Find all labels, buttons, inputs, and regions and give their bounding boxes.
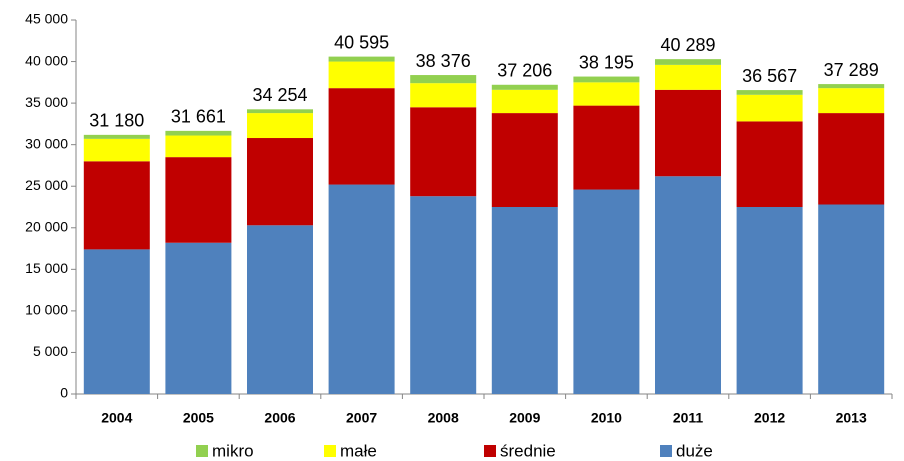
bar-segment — [328, 56, 395, 62]
bar-segment — [83, 134, 150, 139]
bar-segment — [655, 64, 721, 90]
y-tick-label: 10 000 — [25, 302, 68, 318]
bar-segment — [736, 90, 803, 95]
bar-segment — [655, 89, 721, 177]
total-label: 34 254 — [252, 85, 307, 105]
bar-segment — [328, 61, 395, 89]
total-label: 38 195 — [579, 52, 634, 72]
bar-segment — [491, 207, 558, 394]
y-tick-label: 40 000 — [25, 52, 68, 68]
bar-segment — [83, 249, 150, 394]
x-tick-label: 2009 — [509, 410, 540, 426]
total-label: 37 206 — [497, 61, 552, 81]
x-tick-label: 2013 — [836, 410, 867, 426]
total-label: 40 595 — [334, 32, 389, 52]
bar-segment — [818, 204, 885, 394]
bar-segment — [247, 109, 313, 114]
total-label: 36 567 — [742, 66, 797, 86]
bar-segment — [165, 135, 232, 158]
bar-segment — [736, 94, 803, 122]
y-tick-label: 30 000 — [25, 135, 68, 151]
legend-label: średnie — [500, 441, 556, 460]
bar-segment — [247, 113, 313, 139]
x-tick-label: 2011 — [673, 410, 704, 426]
legend-label: małe — [340, 441, 377, 460]
bar-segment — [83, 138, 150, 162]
x-tick-label: 2008 — [428, 410, 459, 426]
bar-segment — [736, 207, 803, 394]
x-tick-label: 2007 — [346, 410, 377, 426]
total-label: 31 661 — [171, 107, 226, 127]
bar-segment — [573, 105, 640, 190]
y-tick-label: 0 — [60, 385, 68, 401]
legend-label: duże — [676, 441, 713, 460]
bar-segment — [410, 107, 477, 197]
bar-segment — [491, 84, 558, 90]
bar-segment — [818, 84, 885, 89]
y-tick-label: 20 000 — [25, 218, 68, 234]
total-label: 40 289 — [660, 35, 715, 55]
bar-segment — [573, 189, 640, 394]
total-label: 38 376 — [416, 51, 471, 71]
x-tick-label: 2004 — [101, 410, 132, 426]
y-tick-label: 45 000 — [25, 11, 68, 27]
bar-segment — [573, 76, 640, 83]
bar-segment — [328, 184, 395, 394]
bar-segment — [491, 113, 558, 207]
total-label: 31 180 — [89, 111, 144, 131]
y-tick-label: 35 000 — [25, 94, 68, 110]
bar-segment — [818, 88, 885, 114]
bar-segment — [247, 138, 313, 226]
x-tick-label: 2010 — [591, 410, 622, 426]
bar-segment — [573, 82, 640, 106]
bar-segment — [491, 89, 558, 114]
y-tick-label: 5 000 — [33, 343, 68, 359]
bar-segment — [818, 113, 885, 205]
bar-segment — [165, 157, 232, 243]
total-label: 37 289 — [824, 60, 879, 80]
bar-segment — [83, 161, 150, 250]
x-tick-label: 2006 — [264, 410, 295, 426]
bar-segment — [655, 176, 721, 394]
bar-segment — [165, 130, 232, 136]
legend-swatch — [484, 445, 496, 457]
x-tick-label: 2012 — [754, 410, 785, 426]
bar-segment — [410, 196, 477, 394]
bar-segment — [328, 88, 395, 185]
legend-swatch — [196, 445, 208, 457]
y-tick-label: 25 000 — [25, 177, 68, 193]
bar-segment — [655, 59, 721, 65]
bar-segment — [165, 242, 232, 394]
legend-label: mikro — [212, 441, 254, 460]
legend-swatch — [660, 445, 672, 457]
bar-segment — [410, 83, 477, 108]
bar-segment — [247, 225, 313, 394]
y-tick-label: 15 000 — [25, 260, 68, 276]
legend-swatch — [324, 445, 336, 457]
bar-segment — [410, 75, 477, 84]
bar-segment — [736, 121, 803, 207]
x-tick-label: 2005 — [183, 410, 214, 426]
